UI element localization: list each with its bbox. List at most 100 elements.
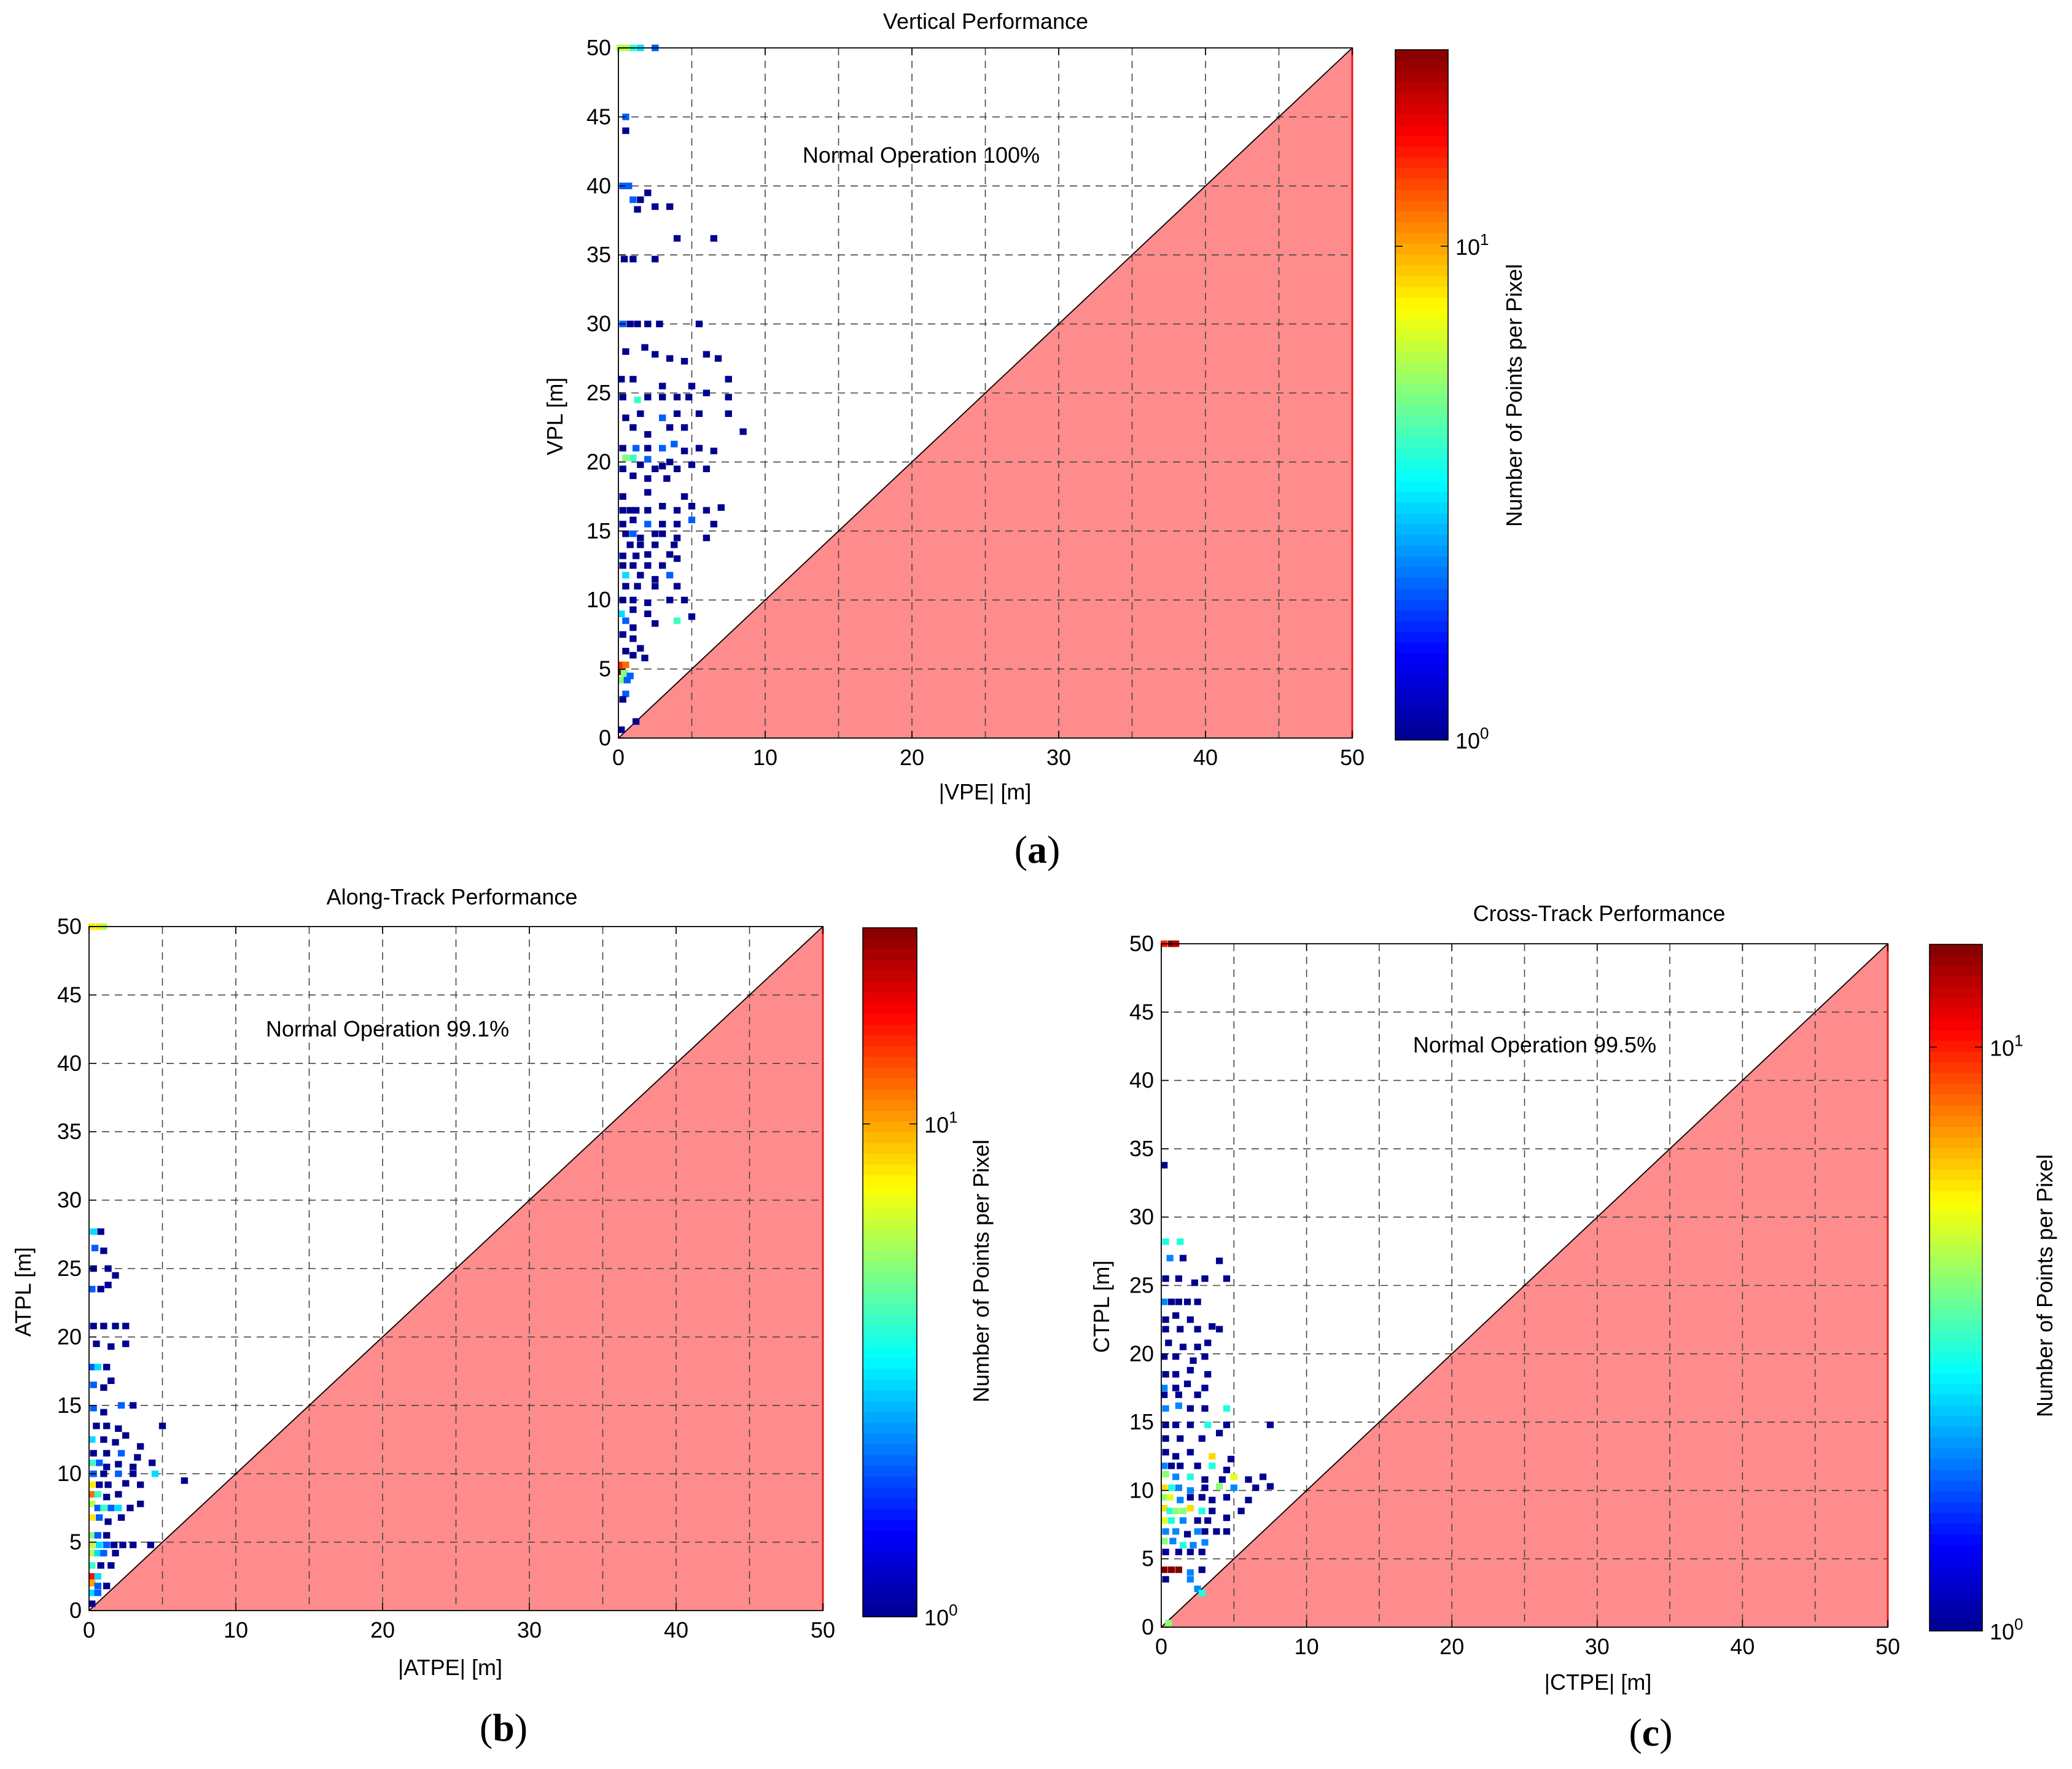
- colorbar-segment: [1395, 211, 1448, 223]
- heatmap-cell: [1172, 1421, 1180, 1428]
- heatmap-cell: [96, 1481, 103, 1488]
- heatmap-cell: [103, 1364, 111, 1370]
- heatmap-cell: [673, 555, 681, 562]
- heatmap-cell: [1167, 1517, 1175, 1524]
- heatmap-cell: [633, 552, 640, 559]
- heatmap-cell: [107, 1562, 115, 1569]
- heatmap-cell: [88, 1550, 96, 1557]
- heatmap-cell: [1183, 1380, 1191, 1388]
- heatmap-cell: [1223, 1421, 1231, 1428]
- heatmap-cell: [1201, 1476, 1209, 1483]
- heatmap-cell: [1161, 1566, 1168, 1573]
- y-axis-label-b: ATPL [m]: [10, 1247, 36, 1337]
- heatmap-cell: [1198, 1590, 1205, 1596]
- heatmap-cell: [673, 410, 681, 418]
- heatmap-cell: [1172, 1453, 1180, 1460]
- heatmap-cell: [1162, 1576, 1169, 1583]
- colorbar-segment: [1930, 1523, 1982, 1535]
- x-tick-label: 10: [224, 1617, 248, 1643]
- colorbar-segment: [863, 1132, 917, 1144]
- y-tick-label: 0: [69, 1598, 82, 1623]
- x-tick-label: 30: [517, 1617, 542, 1643]
- colorbar-segment: [1395, 60, 1448, 72]
- heatmap-cell: [88, 1286, 96, 1293]
- colorbar-segment: [1395, 330, 1448, 341]
- heatmap-cell: [1227, 1455, 1235, 1463]
- heatmap-cell: [1162, 1448, 1169, 1456]
- heatmap-cell: [100, 1247, 107, 1254]
- heatmap-cell: [703, 351, 711, 358]
- heatmap-cell: [673, 507, 681, 514]
- heatmap-cell: [1161, 1298, 1168, 1305]
- colorbar-segment: [1930, 998, 1982, 1009]
- heatmap-cell: [637, 534, 644, 542]
- heatmap-cell: [112, 1323, 119, 1329]
- colorbar-segment: [1930, 1105, 1982, 1117]
- heatmap-cell: [103, 1541, 111, 1549]
- heatmap-cell: [1161, 1517, 1168, 1524]
- colorbar-segment: [863, 1412, 917, 1424]
- x-tick-label: 0: [1155, 1634, 1167, 1659]
- heatmap-cell: [688, 502, 696, 510]
- colorbar-segment: [1930, 944, 1982, 956]
- chart-title-a: Vertical Performance: [883, 9, 1088, 34]
- heatmap-cell: [703, 534, 711, 542]
- heatmap-cell: [88, 1481, 96, 1488]
- heatmap-cell: [652, 255, 659, 263]
- heatmap-cell: [1179, 1343, 1187, 1350]
- heatmap-cell: [122, 1340, 130, 1347]
- colorbar-segment: [863, 1057, 917, 1068]
- heatmap-cell: [158, 1422, 166, 1429]
- colorbar-segment: [1930, 1363, 1982, 1374]
- colorbar-segment: [1395, 157, 1448, 169]
- y-tick-label: 10: [586, 587, 611, 612]
- colorbar-segment: [1930, 1469, 1982, 1482]
- heatmap-cell: [629, 596, 637, 604]
- colorbar-segment: [863, 1089, 917, 1101]
- colorbar-segment: [1930, 1598, 1982, 1610]
- y-axis-label-a: VPL [m]: [542, 378, 567, 456]
- heatmap-cell: [633, 507, 640, 514]
- colorbar-segment: [863, 1240, 917, 1251]
- heatmap-cell: [88, 1514, 96, 1521]
- colorbar-segment: [1395, 470, 1448, 482]
- chart-title-b: Along-Track Performance: [327, 884, 578, 909]
- heatmap-cell: [1186, 1576, 1194, 1583]
- heatmap-cell: [644, 507, 652, 514]
- colorbar-segment: [1395, 362, 1448, 374]
- heatmap-cell: [122, 1480, 130, 1487]
- heatmap-cell: [633, 718, 640, 725]
- y-tick-label: 5: [599, 656, 611, 682]
- heatmap-cell: [725, 410, 732, 418]
- heatmap-cell: [1201, 1385, 1209, 1391]
- colorbar-segment: [863, 1455, 917, 1467]
- y-tick-label: 15: [586, 518, 611, 543]
- panel-label-b: (b): [480, 1706, 528, 1749]
- heatmap-cell: [644, 189, 652, 196]
- colorbar-segment: [1930, 1041, 1982, 1052]
- heatmap-cell: [1223, 1528, 1231, 1535]
- heatmap-cell: [644, 489, 652, 496]
- heatmap-cell: [644, 321, 652, 327]
- heatmap-cell: [1162, 1370, 1169, 1378]
- heatmap-cell: [659, 562, 666, 569]
- colorbar-segment: [1395, 244, 1448, 255]
- diagonal-line: [1161, 943, 1888, 1628]
- colorbar-segment: [863, 1164, 917, 1176]
- colorbar-segment: [1930, 1437, 1982, 1449]
- x-tick-label: 40: [1730, 1634, 1755, 1659]
- colorbar-segment: [1930, 987, 1982, 999]
- heatmap-cell: [622, 617, 629, 624]
- colorbar-segment: [1395, 308, 1448, 320]
- heatmap-cell: [659, 530, 666, 537]
- colorbar-segment: [863, 981, 917, 993]
- colorbar-segment: [863, 1347, 917, 1359]
- heatmap-cell: [94, 1532, 102, 1539]
- heatmap-cell: [619, 562, 626, 569]
- heatmap-cell: [1166, 1254, 1174, 1262]
- colorbar-segment: [1395, 254, 1448, 266]
- heatmap-cell: [680, 448, 688, 454]
- heatmap-cell: [629, 606, 637, 613]
- colorbar-segment: [863, 960, 917, 971]
- colorbar-segment: [1395, 136, 1448, 147]
